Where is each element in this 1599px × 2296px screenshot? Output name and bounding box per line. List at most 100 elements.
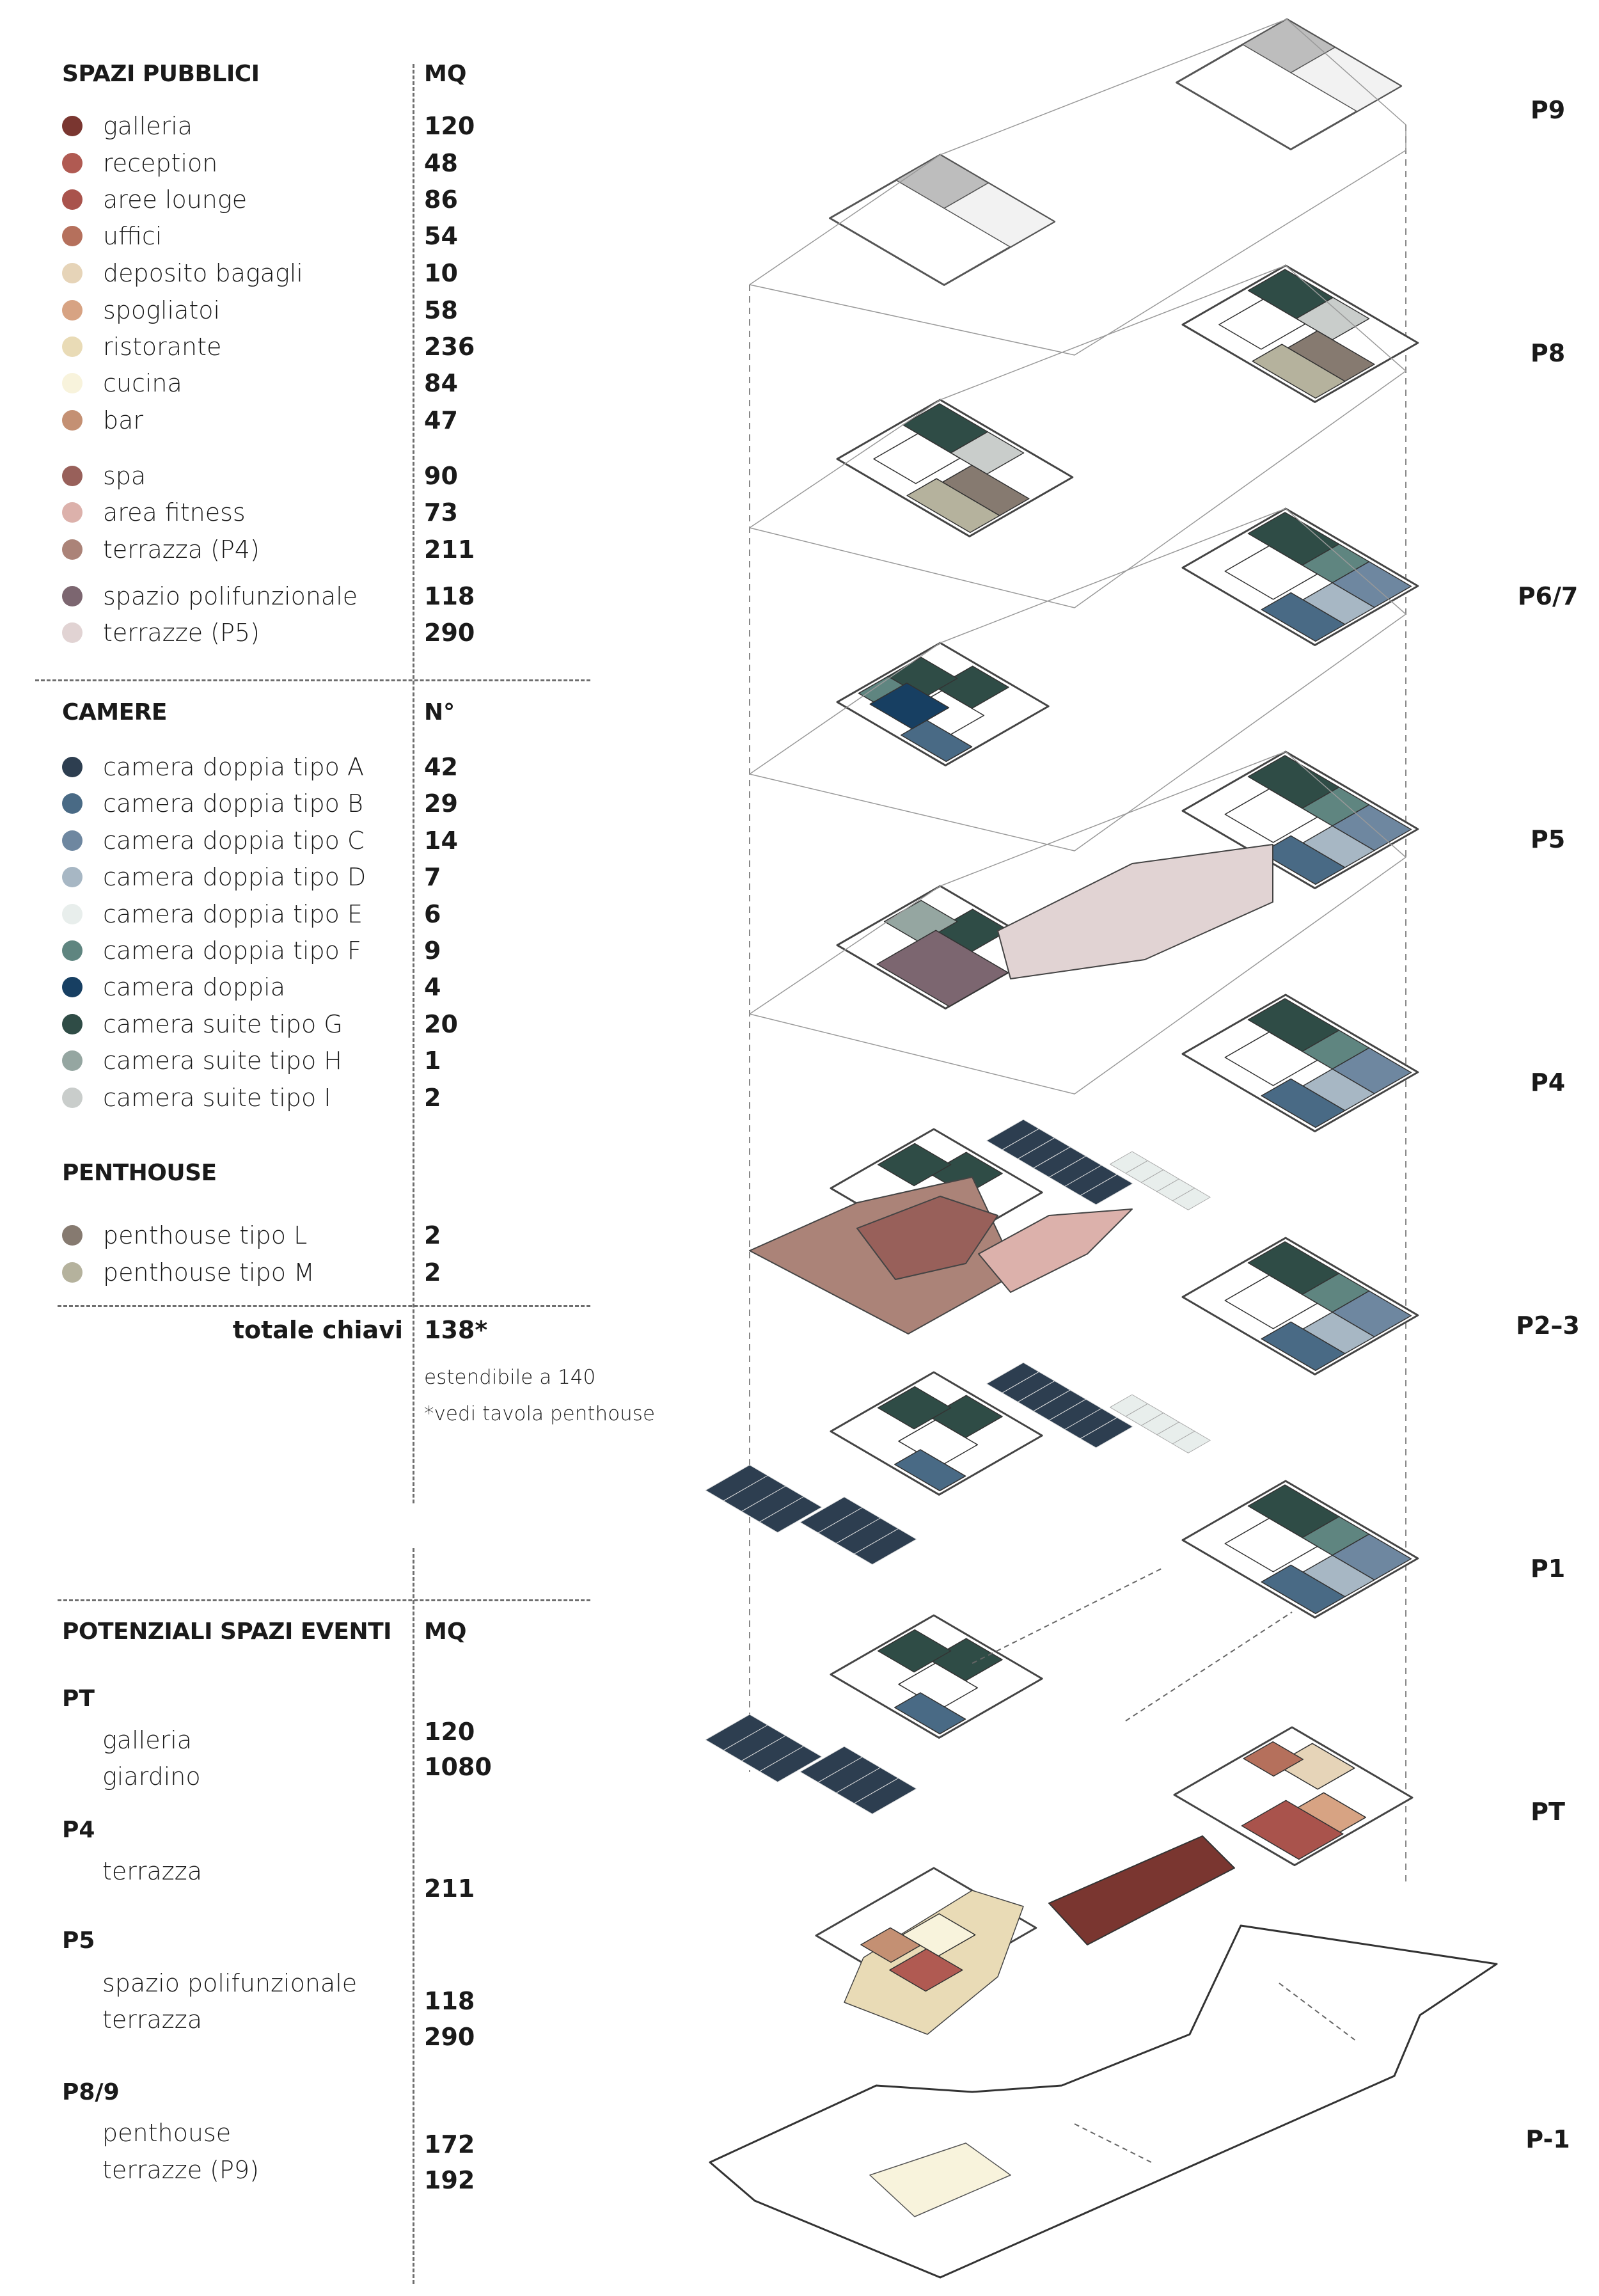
legend-value: 118 [424,582,475,610]
color-swatch [62,622,83,643]
room-b [894,1449,966,1492]
basement-outline [709,1924,1498,2279]
legend-value: 236 [424,333,475,361]
divider-horizontal-2 [58,1305,590,1307]
courtyard [1224,545,1318,600]
legend-value: 2 [424,1083,441,1112]
divider-vertical-top [413,64,414,1503]
color-swatch [62,373,83,393]
color-swatch [62,867,83,888]
color-swatch [62,189,83,210]
legend-value: 86 [424,186,458,214]
color-swatch [62,116,83,136]
color-swatch [62,1013,83,1034]
p9-terrace [1290,47,1402,112]
public-space-item: cucina 84 [62,365,689,402]
event-space-label: terrazza [102,2006,202,2034]
lounge [1241,1800,1344,1860]
color-swatch [62,1225,83,1246]
color-swatch [62,466,83,486]
room-e [1172,1430,1211,1453]
legend-label: spa [103,462,146,490]
penthouse-title: PENTHOUSE [62,1160,217,1186]
events-unit: MQ [424,1619,467,1645]
legend-value: 10 [424,259,458,287]
dashed-connector [1279,1983,1357,2041]
legend-label: terrazza (P4) [103,535,260,564]
legend-value: 90 [424,462,458,490]
event-space-value: 192 [424,2166,475,2194]
public-space-item: deposito bagagli 10 [62,255,689,292]
legend-value: 120 [424,112,475,140]
public-space-item: ristorante 236 [62,328,689,365]
room-a [854,1528,917,1565]
legend-label: spazio polifunzionale [103,582,358,610]
legend-label: camera doppia tipo C [103,826,365,855]
event-space-label: galleria [102,1726,193,1754]
floor-label: PT [1531,1798,1565,1826]
room-type-item: camera doppia tipo F 9 [62,932,689,969]
color-swatch [62,410,83,431]
room-a [759,1746,823,1783]
event-space-value: 172 [424,2130,475,2158]
suite-g [877,1143,952,1187]
legend-label: uffici [103,222,162,250]
event-level: P4 [62,1817,95,1843]
gallery [1048,1835,1235,1945]
color-swatch [62,793,83,814]
penthouse-m [906,478,1000,534]
room-type-item: camera suite tipo G 20 [62,1006,689,1043]
multifunction-space [876,930,1009,1007]
public-space-item: uffici 54 [62,218,689,255]
floor-label: P6/7 [1517,582,1579,610]
color-swatch [62,940,83,961]
event-level: P8/9 [62,2079,120,2105]
rooms-title: CAMERE [62,699,168,725]
legend-label: bar [103,406,144,434]
legend-value: 290 [424,619,475,647]
legend-value: 211 [424,535,475,564]
offices [1243,1741,1304,1777]
p9-terrace [943,182,1055,248]
color-swatch [62,903,83,924]
room-a [759,1496,823,1533]
event-space-label: terrazze (P9) [102,2156,259,2184]
legend-label: cucina [103,369,182,397]
floor-label: P1 [1530,1555,1566,1583]
floor-label: P-1 [1525,2125,1570,2153]
p5-outline-lines [749,751,1406,1095]
legend-label: penthouse tipo L [103,1221,308,1249]
room-type-item: camera suite tipo H 1 [62,1042,689,1079]
public-spaces-title: SPAZI PUBBLICI [62,61,260,87]
legend-value: 42 [424,753,458,781]
public-space-item: spogliatoi 58 [62,292,689,329]
room-type-item: camera doppia 4 [62,969,689,1006]
bar [860,1927,921,1963]
courtyard [1224,788,1318,843]
basement-kitchen [869,2142,1011,2217]
room-b [1261,1321,1346,1372]
public-space-item: spa 90 [62,457,689,495]
floor-label: P8 [1530,339,1566,367]
legend-value: 73 [424,498,458,526]
room-a [854,1778,917,1815]
color-swatch [62,300,83,321]
p9-outline [749,19,1406,356]
event-space-value: 211 [424,1874,475,1903]
color-swatch [62,977,83,998]
public-space-item: terrazza (P4) 211 [62,531,689,568]
suite-g [877,1386,952,1430]
color-swatch [62,1050,83,1072]
legend-label: camera doppia tipo D [103,863,366,892]
terrace-p5 [997,844,1273,979]
event-level: P5 [62,1928,95,1954]
room-type-item: camera doppia tipo D 7 [62,859,689,896]
color-swatch [62,586,83,606]
legend-label: camera suite tipo I [103,1083,331,1112]
color-swatch [62,830,83,851]
legend-value: 47 [424,406,458,434]
p67-outline [749,508,1406,851]
total-keys-label: totale chiavi [232,1316,403,1344]
total-note-extendable: estendibile a 140 [424,1366,596,1389]
room-a [1080,1174,1133,1205]
